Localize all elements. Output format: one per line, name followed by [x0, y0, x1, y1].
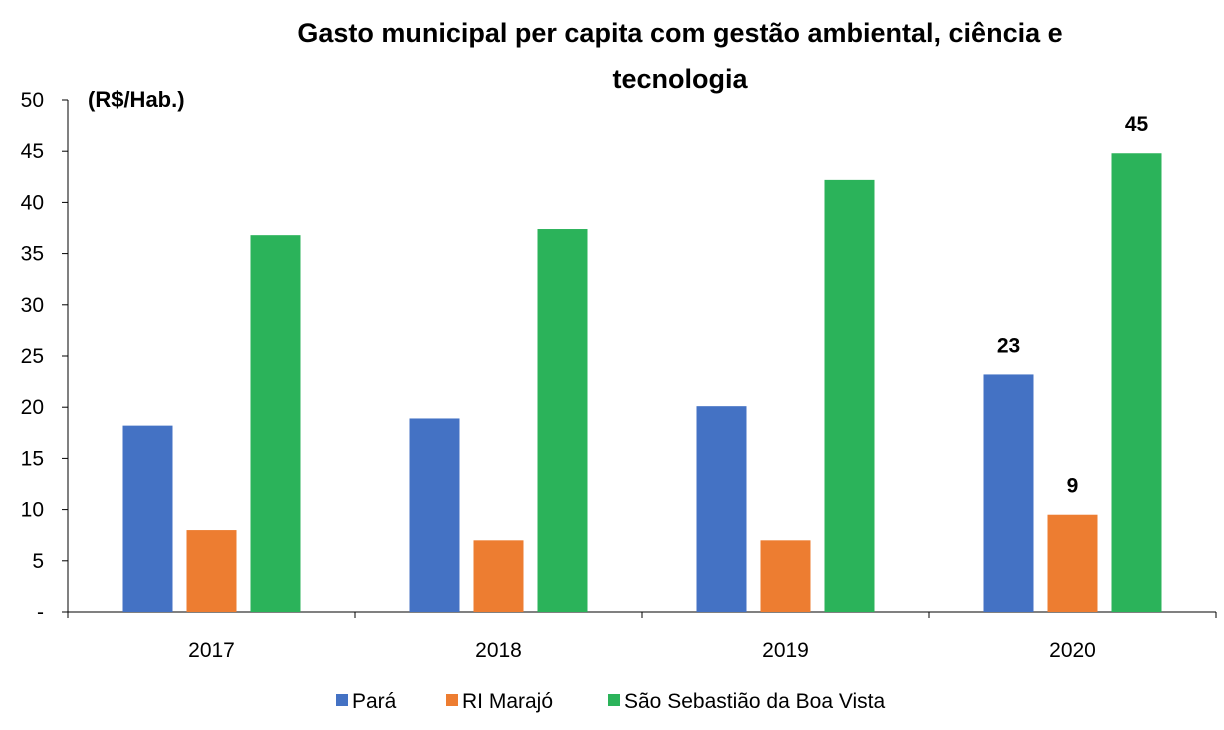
y-tick-label: 40 [21, 191, 44, 214]
x-tick-label: 2017 [188, 639, 235, 662]
bar [250, 235, 301, 612]
x-tick-label: 2020 [1049, 639, 1096, 662]
legend-swatch [608, 694, 620, 706]
chart-title-line-2: tecnologia [612, 64, 748, 94]
y-tick-label: 45 [21, 140, 44, 163]
y-tick-label: 25 [21, 345, 44, 368]
bar [696, 406, 747, 612]
y-tick-label: 20 [21, 396, 44, 419]
y-tick-label: 30 [21, 294, 44, 317]
data-label: 23 [997, 334, 1020, 357]
data-label: 45 [1125, 113, 1149, 136]
legend-label: RI Marajó [462, 690, 553, 713]
y-tick-label: 5 [32, 550, 44, 573]
y-tick-label: 50 [21, 89, 44, 112]
y-tick-label: 15 [21, 447, 44, 470]
bar [186, 530, 237, 612]
bar [473, 540, 524, 612]
bar [122, 425, 173, 612]
bar [824, 179, 875, 612]
y-axis: - 5 10 15 20 25 30 35 40 45 50 [21, 89, 69, 624]
bar [1047, 514, 1098, 612]
x-tick-label: 2018 [475, 639, 522, 662]
y-tick-label: - [37, 601, 44, 624]
bar [1111, 153, 1162, 613]
legend-swatch [446, 694, 458, 706]
data-label: 9 [1067, 475, 1079, 498]
legend: Pará RI Marajó São Sebastião da Boa Vista [336, 690, 885, 713]
y-tick-label: 35 [21, 243, 44, 266]
x-tick-label: 2019 [762, 639, 809, 662]
bar [537, 229, 588, 613]
x-axis: 2017 2018 2019 2020 [67, 611, 1217, 662]
y-tick-label: 10 [21, 499, 44, 522]
legend-label: Pará [352, 690, 397, 713]
bar [983, 374, 1034, 612]
bar [409, 418, 460, 612]
chart-title-line-1: Gasto municipal per capita com gestão am… [297, 18, 1062, 48]
bars-group: 23 9 45 [122, 113, 1162, 613]
unit-label: (R$/Hab.) [88, 87, 185, 112]
bar [760, 540, 811, 612]
legend-label: São Sebastião da Boa Vista [624, 690, 885, 713]
legend-swatch [336, 694, 348, 706]
